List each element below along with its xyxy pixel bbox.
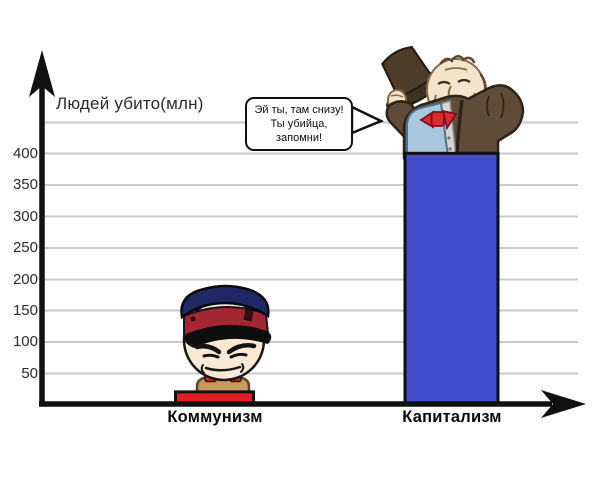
y-tick-label: 300 <box>12 207 38 225</box>
x-label-communism: Коммунизм <box>167 408 263 426</box>
mouth-corner <box>200 364 205 374</box>
communist-character <box>180 284 272 396</box>
y-tick-label: 200 <box>12 270 38 288</box>
hair <box>439 55 487 95</box>
left-eyebrow <box>194 343 222 355</box>
cap-visor <box>184 324 272 348</box>
bar-capitalism <box>403 151 500 406</box>
speech-bubble-tail <box>350 105 385 135</box>
y-axis-arrowhead <box>29 50 55 97</box>
cap-dome <box>180 284 270 320</box>
right-eye <box>457 78 471 83</box>
x-axis-arrowhead <box>541 390 586 418</box>
y-tick-label: 350 <box>12 176 38 193</box>
mouth <box>204 365 242 372</box>
left-eye <box>437 80 451 85</box>
y-tick-label: 50 <box>21 364 38 382</box>
mouth-corner <box>240 363 245 373</box>
cap-badge <box>243 308 254 322</box>
forehead-wrinkle <box>444 67 468 71</box>
right-eyebrow <box>226 343 257 355</box>
speech-bubble-line: запомни! <box>275 132 323 144</box>
capitalist-character <box>381 45 525 160</box>
x-label-capitalism: Капитализм <box>402 408 502 426</box>
y-axis-title: Людей убито(млн) <box>56 94 204 113</box>
gridlines <box>44 121 578 375</box>
speech-bubble-line: Ты убийца, <box>270 118 328 130</box>
right-eye <box>229 352 248 359</box>
bow-tie-icon <box>419 109 458 131</box>
speech-bubble-line: Эй ты, там снизу! <box>254 104 344 116</box>
y-tick-label: 400 <box>12 144 38 162</box>
coat-creases <box>486 92 505 119</box>
y-axis <box>29 50 55 406</box>
speech-bubble: Эй ты, там снизу! Ты убийца, запомни! <box>245 97 353 151</box>
y-tick-label: 150 <box>12 301 38 319</box>
vest <box>406 101 450 158</box>
shirt-button <box>448 147 452 151</box>
y-tick-label: 250 <box>12 239 38 256</box>
cap-pin <box>190 316 196 322</box>
shirt-button <box>447 136 451 140</box>
left-eye <box>202 353 220 359</box>
x-axis <box>39 390 586 418</box>
hat-crown <box>381 45 435 100</box>
y-tick-label: 100 <box>12 333 38 350</box>
